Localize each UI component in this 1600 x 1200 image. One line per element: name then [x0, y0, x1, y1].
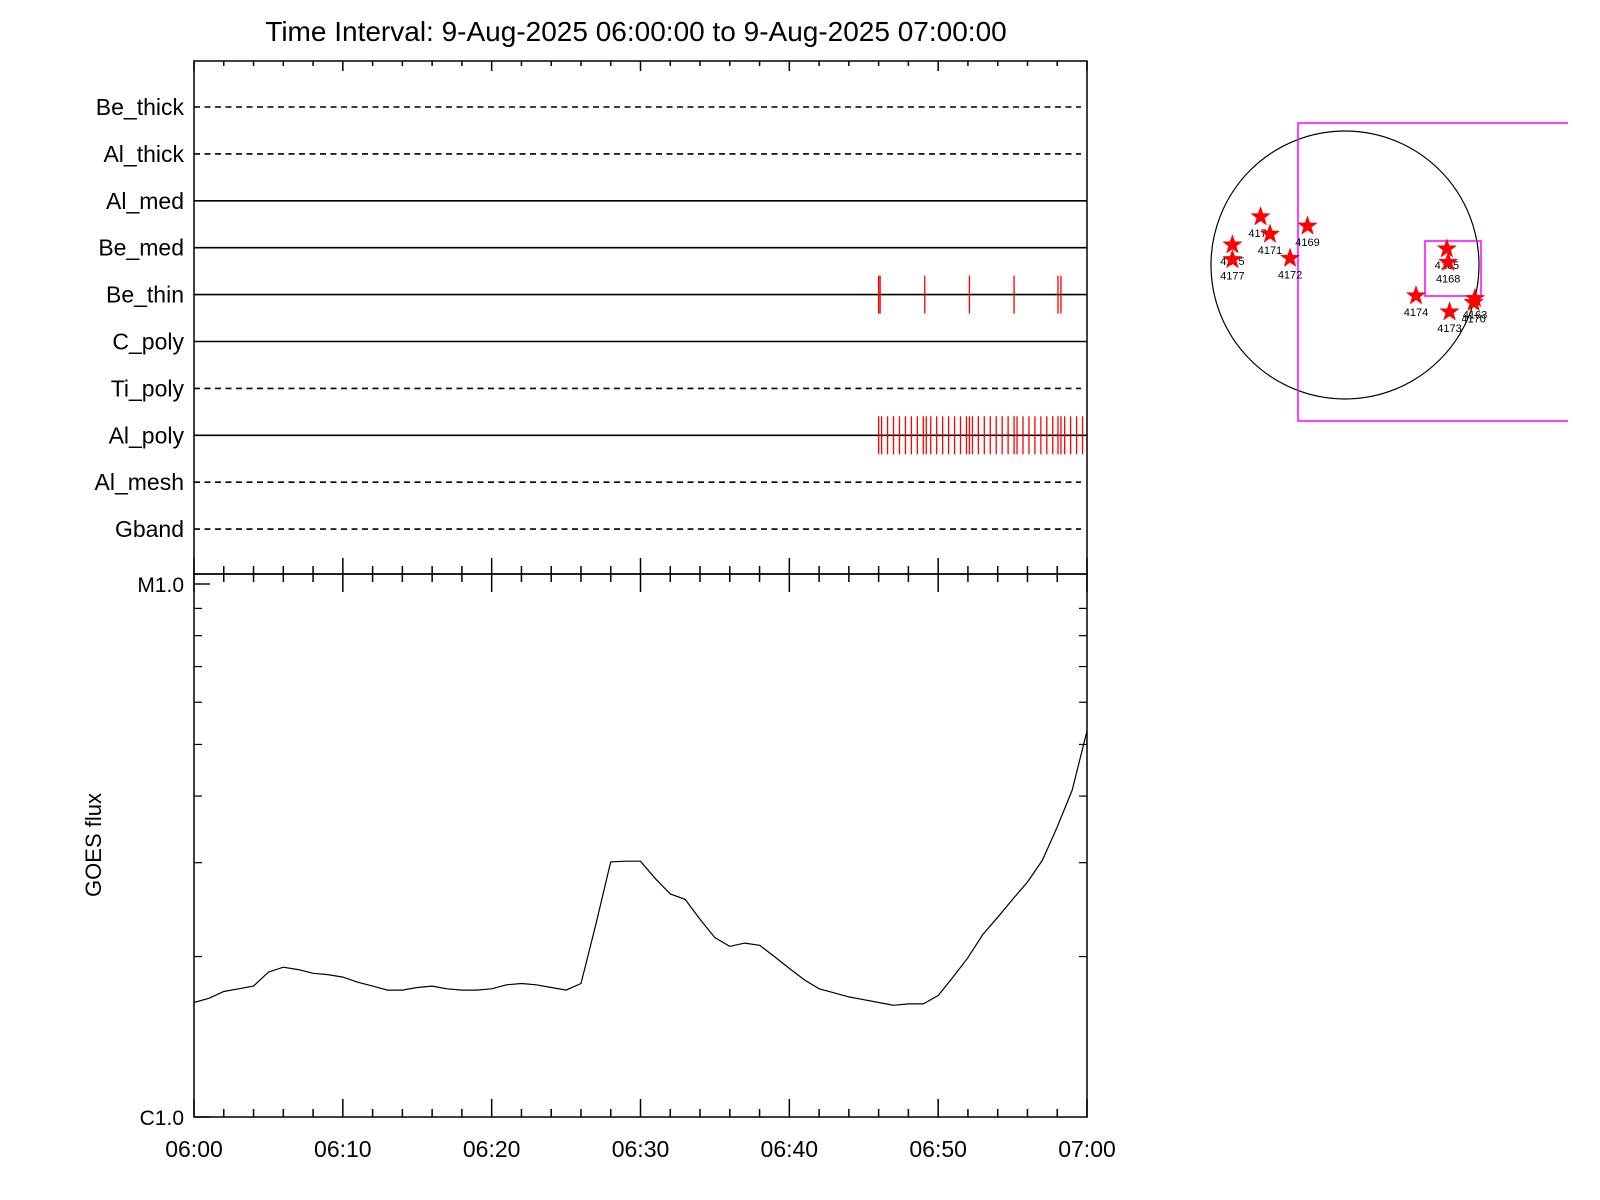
y-tick-label: M1.0 — [137, 574, 184, 597]
filter-label-Be_thin: Be_thin — [106, 282, 184, 308]
filter-label-Al_mesh: Al_mesh — [95, 469, 184, 495]
active-region-star — [1437, 251, 1459, 272]
flux-frame — [193, 573, 1088, 1118]
active-region-star — [1279, 247, 1301, 268]
x-tick-label: 06:00 — [165, 1136, 223, 1162]
active-region-star — [1297, 215, 1318, 235]
filter-label-Al_thick: Al_thick — [103, 141, 184, 167]
active-region-label: 4172 — [1278, 269, 1302, 281]
active-region-star — [1405, 285, 1427, 305]
goes-flux-panel: 06:00 06:10 06:20 06:30 06:40 06:50 07:00 C1.0 M… — [81, 573, 1116, 1162]
active-region-star — [1463, 291, 1484, 312]
solar-disk-outline — [1210, 130, 1480, 400]
filter-timeline-panel: Be_thick Al_thick Al_med Be_med Be_thin C_pol… — [95, 60, 1088, 575]
active-region-star — [1222, 248, 1243, 269]
active-region-label: 4173 — [1437, 323, 1461, 335]
x-tick-label: 07:00 — [1058, 1136, 1116, 1162]
y-axis-label: GOES flux — [81, 793, 106, 897]
chart-title: Time Interval: 9-Aug-2025 06:00:00 to 9-… — [265, 16, 1006, 47]
filter-label-Gband: Gband — [115, 516, 184, 542]
active-region-star — [1439, 301, 1460, 321]
active-region-star — [1250, 206, 1271, 226]
filter-label-Ti_poly: Ti_poly — [111, 375, 185, 401]
active-region-star — [1436, 238, 1458, 258]
active-region-label: 4168 — [1436, 273, 1460, 285]
goes-flux-line — [193, 730, 1088, 1006]
x-tick-label: 06:40 — [761, 1136, 819, 1162]
y-tick-label: C1.0 — [140, 1107, 184, 1130]
active-region-label: 4177 — [1220, 271, 1244, 283]
active-region-label: 4174 — [1404, 307, 1428, 319]
timeline-frame — [193, 60, 1088, 575]
active-region-label: 4171 — [1258, 245, 1282, 257]
active-region-label: 4170 — [1461, 314, 1485, 326]
pointing-box — [1424, 240, 1482, 297]
filter-label-Be_med: Be_med — [98, 235, 184, 261]
field-of-view-box — [1297, 122, 1568, 422]
filter-label-C_poly: C_poly — [112, 329, 184, 355]
active-region-label: 4163 — [1463, 310, 1487, 322]
x-tick-label: 06:50 — [909, 1136, 967, 1162]
filter-label-Be_thick: Be_thick — [96, 94, 185, 120]
solar-disk-panel: 4176417141694175417741724165416841744173… — [1210, 122, 1568, 422]
active-region-star — [1259, 223, 1281, 243]
x-tick-label: 06:30 — [612, 1136, 670, 1162]
x-tick-label: 06:10 — [314, 1136, 372, 1162]
filter-label-Al_med: Al_med — [106, 188, 184, 214]
active-region-label: 4169 — [1295, 237, 1319, 249]
x-tick-label: 06:20 — [463, 1136, 521, 1162]
filter-label-Al_poly: Al_poly — [109, 422, 185, 448]
